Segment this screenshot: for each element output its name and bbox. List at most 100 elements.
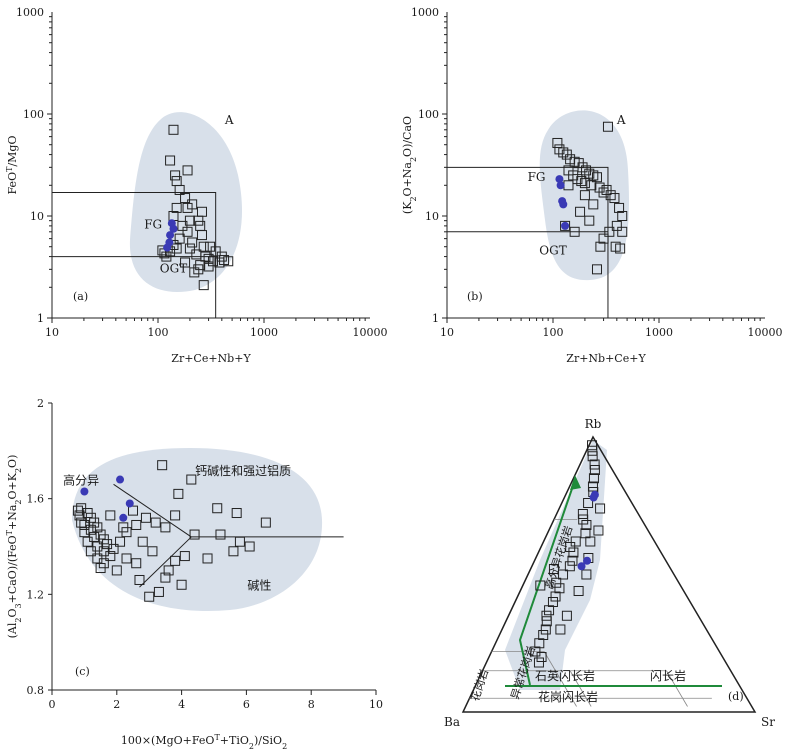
data-point-square (584, 215, 595, 226)
y-axis-label: FeOT/MgO (5, 136, 20, 195)
y-tick-label: 1 (37, 312, 44, 325)
data-point-dot (561, 221, 570, 230)
field-label: 闪长岩 (650, 668, 686, 683)
data-point-square (533, 657, 544, 668)
panel-a: 10 100 1000 100001101001000Zr+Ce+Nb+YFeOT/M… (5, 6, 388, 365)
data-point-square (530, 646, 541, 657)
data-point-square (565, 542, 576, 552)
data-point-square (244, 541, 255, 552)
data-point-square (560, 220, 571, 231)
data-point-square (604, 226, 615, 237)
data-point-square (595, 503, 606, 514)
x-tick-label: 8 (308, 698, 315, 711)
data-point-square (153, 586, 164, 597)
data-point-square (182, 165, 193, 176)
data-point-square (540, 624, 551, 635)
field-label: A (616, 113, 626, 127)
y-axis-label: (K2O+Na2O)/CaO (401, 116, 418, 214)
data-point-square (223, 256, 234, 267)
data-point-square (581, 520, 592, 530)
data-point-square (163, 565, 174, 576)
field-label: 花岗闪长岩 (538, 689, 598, 704)
panel-label: (c) (75, 665, 90, 678)
data-point-square (187, 237, 198, 248)
data-point-square (177, 220, 188, 231)
data-point-square (591, 264, 602, 275)
field-label: 钙碱性和强过铝质 (195, 463, 291, 478)
data-point-square (583, 498, 594, 508)
data-point-square (567, 555, 578, 566)
data-point-square (174, 233, 185, 244)
data-point-dot (163, 243, 172, 252)
data-point-dot (116, 475, 125, 484)
data-point-square (189, 529, 200, 540)
data-point-square (587, 481, 598, 492)
data-point-square (182, 226, 193, 237)
data-point-square (160, 572, 171, 583)
data-point-square (198, 241, 209, 252)
data-point-square (544, 605, 555, 616)
data-point-square (589, 459, 600, 470)
data-point-square (92, 522, 103, 533)
data-point-square (558, 569, 569, 580)
data-point-square (611, 220, 622, 231)
field-label: 花岗岩 (468, 667, 492, 703)
data-point-square (588, 170, 599, 181)
data-point-square (131, 519, 142, 530)
data-point-square (581, 569, 592, 580)
data-point-square (98, 546, 109, 557)
data-point-square (552, 137, 563, 148)
panel-label: (d) (728, 690, 744, 703)
data-point-dot (577, 562, 586, 571)
data-point-square (595, 241, 606, 252)
data-point-square (591, 172, 602, 183)
data-point-square (196, 206, 207, 217)
field-label: OGT (539, 243, 566, 257)
data-point-square (128, 505, 138, 516)
y-tick-label: 1.6 (27, 493, 45, 506)
data-point-square (586, 180, 597, 191)
data-point-square (598, 187, 609, 198)
data-point-square (598, 233, 609, 244)
data-point-square (215, 529, 226, 540)
data-point-square (157, 460, 168, 471)
ternary-triangle (461, 435, 757, 713)
data-point-square (548, 564, 559, 574)
x-axis-label: Zr+Nb+Ce+Y (566, 352, 646, 365)
data-point-dot (590, 490, 599, 499)
data-point-square (212, 503, 223, 514)
data-point-square (577, 162, 588, 173)
field-boundary (666, 670, 688, 707)
data-point-square (554, 583, 565, 594)
data-point-square (210, 246, 221, 257)
x-tick-label: 10 (440, 326, 454, 339)
data-point-square (575, 206, 586, 217)
data-point-square (561, 610, 572, 621)
data-point-square (196, 230, 207, 241)
data-point-square (541, 610, 552, 621)
y-tick-label: 2 (37, 397, 44, 410)
data-point-square (536, 652, 547, 662)
field-label: FG (144, 218, 162, 232)
field-boundary (447, 166, 609, 318)
data-point-square (165, 155, 176, 166)
data-point-square (150, 517, 161, 528)
field-boundary (569, 670, 592, 707)
data-point-square (180, 257, 191, 268)
data-point-square (579, 190, 590, 201)
y-tick-label: 0.8 (27, 684, 45, 697)
data-point-square (170, 555, 181, 566)
data-point-square (617, 226, 628, 237)
data-point-square (134, 574, 145, 585)
data-point-square (569, 226, 580, 237)
data-point-dot (166, 231, 175, 240)
data-point-square (176, 579, 187, 590)
data-point-square (260, 517, 271, 528)
data-point-dot (169, 224, 178, 233)
data-point-square (89, 531, 100, 542)
data-point-square (588, 473, 599, 484)
data-point-square (578, 514, 589, 525)
x-tick-label: 1000 (250, 326, 278, 339)
